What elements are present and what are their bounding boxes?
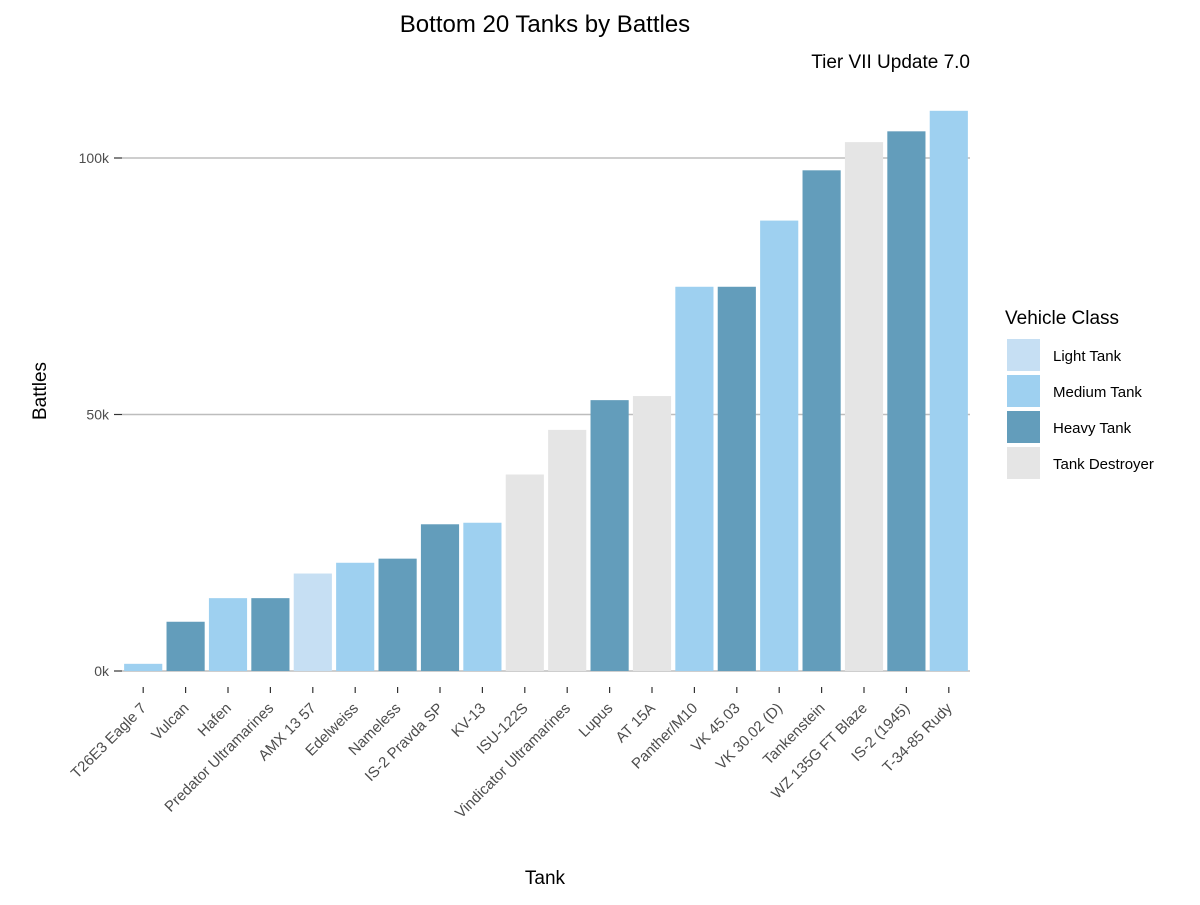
bar <box>463 522 502 671</box>
legend-swatch <box>1007 447 1040 479</box>
chart-subtitle: Tier VII Update 7.0 <box>811 52 970 73</box>
bar <box>675 286 714 671</box>
bar <box>632 396 672 671</box>
y-axis-title: Battles <box>30 362 51 420</box>
bar <box>420 524 460 671</box>
x-tick-label: T26E3 Eagle 7 <box>68 700 150 782</box>
bar <box>887 131 926 672</box>
bar <box>590 400 629 671</box>
x-tick-label: Hafen <box>195 700 235 740</box>
bar <box>293 573 332 671</box>
legend-title: Vehicle Class <box>1005 308 1119 329</box>
gridlines <box>122 157 970 672</box>
bar <box>844 142 884 672</box>
bar <box>802 170 841 671</box>
legend-label: Tank Destroyer <box>1053 456 1154 473</box>
legend-items: Light Tank Medium Tank Heavy Tank Tank Dest… <box>1007 339 1154 479</box>
x-axis-title: Tank <box>525 868 566 889</box>
y-tick-label: 100k <box>79 150 110 166</box>
bar <box>166 621 205 671</box>
bar <box>124 663 163 671</box>
bar <box>717 286 756 671</box>
bar <box>336 562 375 671</box>
bar <box>251 598 290 671</box>
legend-swatch <box>1007 375 1040 407</box>
y-tick-label: 50k <box>86 407 110 423</box>
legend-label: Light Tank <box>1053 348 1122 365</box>
bar <box>929 110 968 671</box>
bar <box>505 474 544 671</box>
x-tick-label: Lupus <box>576 700 617 741</box>
x-tick-label: Vulcan <box>148 700 192 744</box>
y-tick-label: 0k <box>94 663 110 679</box>
legend-label: Heavy Tank <box>1053 420 1132 437</box>
legend-swatch <box>1007 339 1040 371</box>
legend: Vehicle Class Light Tank Medium Tank Heavy… <box>1005 308 1154 479</box>
bars <box>124 110 968 672</box>
chart-title: Bottom 20 Tanks by Battles <box>400 11 690 38</box>
legend-label: Medium Tank <box>1053 384 1142 401</box>
y-axis: 0k 50k 100k <box>79 150 122 679</box>
x-tick-label: IS-2 Pravda SP <box>362 700 447 785</box>
bar <box>548 429 587 671</box>
x-tick-label: KV-13 <box>448 700 489 741</box>
bar <box>760 220 799 671</box>
legend-swatch <box>1007 411 1040 443</box>
bar <box>378 558 417 671</box>
bar <box>208 598 248 671</box>
